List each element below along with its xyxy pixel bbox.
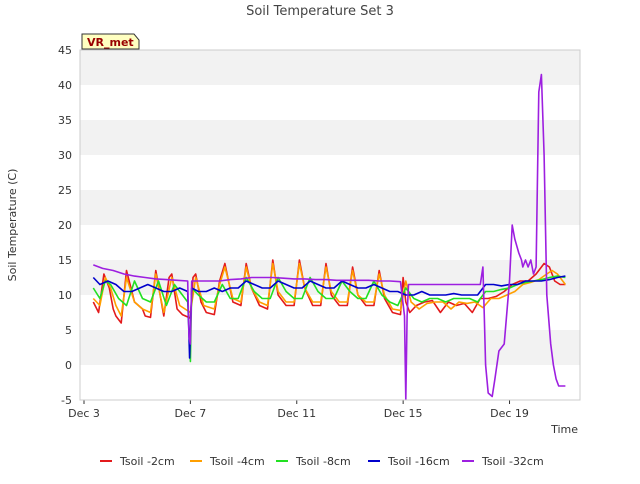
grid-band: [80, 330, 580, 365]
grid-band: [80, 50, 580, 85]
series-line-tsoil-32cm: [93, 73, 566, 400]
legend: Tsoil -2cm Tsoil -4cm Tsoil -8cm Tsoil -16c…: [100, 455, 544, 468]
legend-item: Tsoil -4cm: [190, 455, 265, 468]
grid-band: [80, 225, 580, 260]
grid-band: [80, 85, 580, 120]
series-line-tsoil-4cm: [92, 262, 567, 317]
legend-label: Tsoil -8cm: [295, 455, 351, 468]
legend-item: Tsoil -2cm: [100, 455, 175, 468]
y-axis-label: Soil Temperature (C): [6, 169, 19, 282]
grid-band: [80, 295, 580, 330]
x-tick-label: Dec 7: [174, 407, 206, 420]
legend-label: Tsoil -16cm: [387, 455, 450, 468]
y-tick-label: 45: [58, 44, 72, 57]
grid-band: [80, 120, 580, 155]
plot-frame: [79, 49, 581, 401]
y-tick-label: 20: [58, 219, 72, 232]
y-axis: -5 0 5 10 15 20 25 30 35 40 45: [58, 44, 72, 407]
grid-band: [80, 190, 580, 225]
y-tick-label: 10: [58, 289, 72, 302]
grid-band: [80, 155, 580, 190]
grid-band: [80, 365, 580, 400]
plot-lines: [92, 73, 567, 400]
legend-item: Tsoil -8cm: [276, 455, 351, 468]
x-tick-label: Dec 19: [490, 407, 529, 420]
y-tick-label: 40: [58, 79, 72, 92]
x-tick-label: Dec 15: [384, 407, 423, 420]
chart-title: Soil Temperature Set 3: [246, 4, 394, 19]
y-tick-label: 5: [65, 324, 72, 337]
station-badge: VR_met: [81, 33, 140, 50]
legend-label: Tsoil -4cm: [209, 455, 265, 468]
station-badge-text: VR_met: [87, 36, 134, 49]
x-axis: Dec 3 Dec 7 Dec 11 Dec 15 Dec 19: [68, 400, 529, 420]
series-line-tsoil-8cm: [92, 275, 566, 363]
legend-item: Tsoil -16cm: [368, 455, 450, 468]
legend-label: Tsoil -2cm: [119, 455, 175, 468]
y-tick-label: 35: [58, 114, 72, 127]
x-tick-label: Dec 11: [277, 407, 316, 420]
x-axis-label: Time: [550, 423, 578, 436]
grid-bands: [80, 50, 580, 400]
y-tick-label: 25: [58, 184, 72, 197]
y-tick-label: 15: [58, 254, 72, 267]
legend-item: Tsoil -32cm: [462, 455, 544, 468]
x-tick-label: Dec 3: [68, 407, 100, 420]
legend-label: Tsoil -32cm: [481, 455, 544, 468]
series-line-tsoil-16cm: [92, 275, 566, 359]
y-tick-label: -5: [61, 394, 72, 407]
y-tick-label: 0: [65, 359, 72, 372]
y-tick-label: 30: [58, 149, 72, 162]
